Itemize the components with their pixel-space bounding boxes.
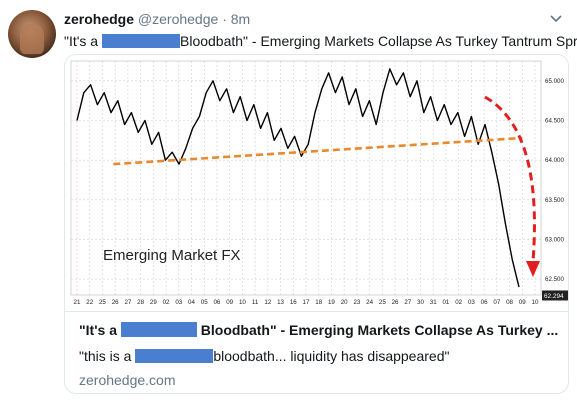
x-tick-label: 18 — [315, 299, 322, 306]
x-tick-label: 02 — [163, 299, 170, 306]
avatar[interactable] — [8, 10, 56, 58]
x-tick-label: 06 — [213, 299, 220, 306]
avatar-figure — [20, 24, 44, 54]
x-tick-label: 01 — [442, 299, 449, 306]
x-tick-label: 27 — [404, 299, 411, 306]
tweet-text-start: "It's a — [64, 33, 102, 49]
x-tick-label: 11 — [252, 299, 259, 306]
x-tick-label: 17 — [303, 299, 310, 306]
link-preview-card[interactable]: 21 22 25 26 27 28 29 02 03 04 05 06 09 10 11 12 13 16 17 18… — [64, 54, 569, 394]
card-domain[interactable]: zerohedge.com — [79, 372, 176, 388]
x-tick-label: 29 — [150, 299, 157, 306]
x-tick-label: 03 — [175, 299, 182, 306]
card-title[interactable]: "It's a Bloodbath" - Emerging Markets Co… — [79, 320, 559, 340]
x-tick-label: 19 — [328, 299, 335, 306]
x-tick-label: 04 — [188, 299, 195, 306]
chevron-down-icon[interactable] — [549, 12, 563, 26]
y-tick-label: 62.500 — [545, 276, 564, 283]
x-tick-label: 25 — [99, 299, 106, 306]
x-tick-label: 26 — [112, 299, 119, 306]
x-tick-label: 24 — [366, 299, 373, 306]
fx-series-line — [76, 68, 520, 288]
x-tick-label: 12 — [264, 299, 271, 306]
y-tick-label: 63.000 — [545, 236, 564, 243]
x-tick-label: 02 — [455, 299, 462, 306]
tweet-header: zerohedge @zerohedge · 8m — [64, 10, 250, 28]
tweet-text: "It's a Bloodbath" - Emerging Markets Co… — [64, 31, 577, 51]
x-tick-label: 13 — [277, 299, 284, 306]
x-tick-label: 16 — [290, 299, 297, 306]
x-tick-label: 09 — [226, 299, 233, 306]
x-tick-label: 07 — [493, 299, 500, 306]
separator-dot: · — [222, 11, 227, 27]
x-tick-label: 10 — [239, 299, 246, 306]
chart-title: Emerging Market FX — [103, 247, 241, 264]
redaction-block — [102, 34, 180, 48]
x-tick-label: 30 — [417, 299, 424, 306]
tweet-text-end: Bloodbath" - Emerging Markets Collapse A… — [180, 33, 577, 49]
card-title-start: "It's a — [79, 322, 121, 338]
y-tick-label: 65.000 — [545, 78, 564, 85]
x-tick-label: 23 — [353, 299, 360, 306]
x-tick-label: 27 — [124, 299, 131, 306]
x-tick-label: 10 — [532, 299, 539, 306]
support-trendline — [113, 136, 523, 166]
arrow-head — [526, 261, 540, 277]
card-desc-start: "this is a — [79, 348, 136, 364]
x-tick-label: 20 — [341, 299, 348, 306]
display-name[interactable]: zerohedge — [64, 11, 135, 27]
downward-arrow — [484, 95, 536, 262]
last-value-box — [542, 290, 568, 301]
card-title-end: Bloodbath" - Emerging Markets Collapse A… — [196, 322, 559, 338]
y-tick-label: 64.500 — [545, 117, 564, 124]
card-body: "It's a Bloodbath" - Emerging Markets Co… — [79, 320, 559, 388]
x-tick-label: 06 — [481, 299, 488, 306]
redaction-block — [120, 322, 197, 337]
redaction-block — [135, 349, 214, 363]
x-tick-label: 22 — [86, 299, 93, 306]
x-tick-label: 09 — [519, 299, 526, 306]
x-tick-label: 03 — [468, 299, 475, 306]
x-tick-label: 21 — [74, 299, 81, 306]
x-tick-label: 08 — [506, 299, 513, 306]
x-tick-label: 31 — [430, 299, 437, 306]
x-tick-label: 25 — [379, 299, 386, 306]
y-tick-label: 63.500 — [545, 197, 564, 204]
emerging-market-fx-chart: 21 22 25 26 27 28 29 02 03 04 05 06 09 10 11 12 13 16 17 18… — [65, 55, 568, 312]
x-tick-label: 26 — [392, 299, 399, 306]
last-value-label: 62.294 — [544, 293, 564, 300]
card-desc-end: bloodbath... liquidity has disappeared" — [213, 348, 450, 364]
tweet-timestamp[interactable]: 8m — [230, 11, 251, 27]
x-tick-label: 05 — [201, 299, 208, 306]
x-tick-label: 28 — [137, 299, 144, 306]
user-handle[interactable]: @zerohedge — [137, 11, 219, 27]
y-tick-label: 64.000 — [545, 157, 564, 164]
card-description: "this is a bloodbath... liquidity has di… — [79, 346, 559, 366]
